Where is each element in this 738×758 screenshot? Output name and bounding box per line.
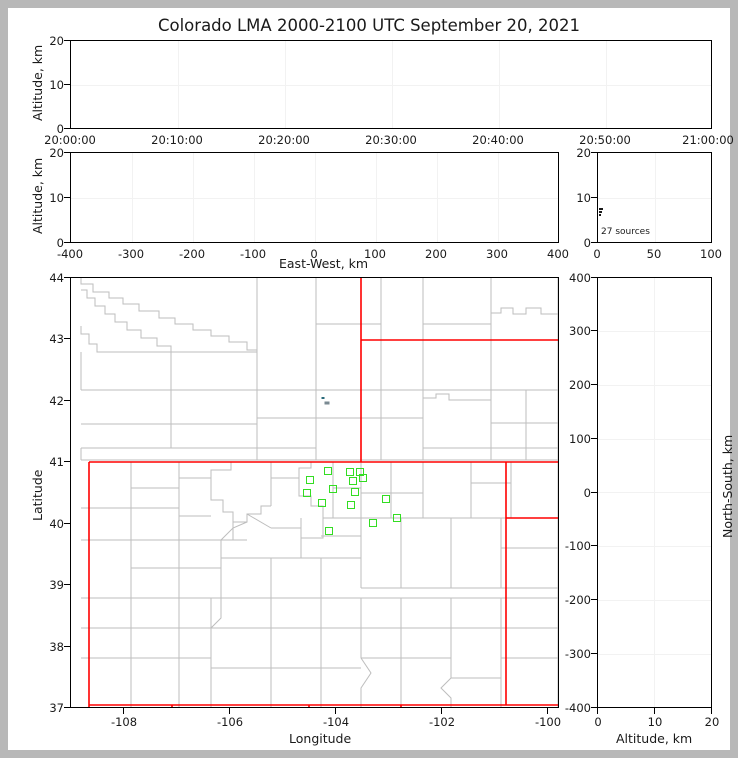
figure-canvas: Colorado LMA 2000-2100 UTC September 20,… — [8, 8, 735, 750]
lma-source-marker — [349, 477, 357, 485]
station-marker-secondary — [321, 397, 325, 399]
tick-p2-y-10: 10 — [49, 191, 64, 205]
tick-p1-x-1: 20:10:00 — [151, 133, 203, 147]
lma-source-marker — [306, 476, 314, 484]
tick-map-x-3: -102 — [428, 715, 456, 729]
tick-p3-y-0: 0 — [583, 236, 591, 250]
tick-map-x-2: -104 — [322, 715, 350, 729]
lma-source-marker — [356, 468, 364, 476]
tick-map-x-0: -108 — [110, 715, 138, 729]
tick-p1-y-20: 20 — [49, 34, 64, 48]
tick-p3-x-1: 50 — [646, 247, 662, 261]
lma-source-marker — [351, 488, 359, 496]
lma-source-marker — [359, 474, 367, 482]
tick-p5-y-100: 100 — [569, 432, 591, 446]
tick-p2-x-7: 300 — [486, 247, 508, 261]
tick-p1-x-5: 20:50:00 — [579, 133, 631, 147]
tick-p5-x-10: 10 — [647, 715, 663, 729]
axis-title-p2-y: Altitude, km — [30, 157, 45, 234]
map-geometry — [80, 278, 558, 707]
tick-p2-y-20: 20 — [49, 146, 64, 160]
tick-map-y-39: 39 — [49, 578, 64, 592]
tick-p2-y-0: 0 — [56, 236, 64, 250]
tick-p5-y-m100: -100 — [564, 539, 591, 553]
east-west-height-panel — [70, 152, 559, 243]
tick-p1-x-6: 21:00:00 — [682, 133, 734, 147]
histogram-bar-2 — [599, 214, 601, 216]
lma-source-marker — [347, 501, 355, 509]
tick-map-y-43: 43 — [49, 332, 64, 346]
lma-source-marker — [324, 467, 332, 475]
tick-map-y-44: 44 — [49, 271, 64, 285]
tick-p3-x-2: 100 — [700, 247, 722, 261]
tick-map-x-4: -100 — [534, 715, 562, 729]
tick-p5-y-m200: -200 — [564, 593, 591, 607]
tick-p3-x-0: 0 — [593, 247, 601, 261]
tick-p1-x-4: 20:40:00 — [472, 133, 524, 147]
tick-map-y-41: 41 — [49, 455, 64, 469]
map-panel — [70, 277, 559, 708]
lma-source-marker — [346, 468, 354, 476]
tick-p5-x-20: 20 — [704, 715, 720, 729]
figure-title: Colorado LMA 2000-2100 UTC September 20,… — [157, 16, 581, 35]
tick-p1-y-0: 0 — [56, 122, 64, 136]
histogram-bar-0 — [599, 208, 603, 210]
tick-map-y-38: 38 — [49, 640, 64, 654]
tick-p2-x-5: 100 — [364, 247, 386, 261]
tick-p2-x-4: 0 — [310, 247, 318, 261]
lma-source-marker — [369, 519, 377, 527]
tick-map-y-40: 40 — [49, 517, 64, 531]
tick-p5-y-m300: -300 — [564, 647, 591, 661]
axis-title-map-y: Latitude — [30, 469, 45, 521]
tick-p1-x-3: 20:30:00 — [365, 133, 417, 147]
tick-p2-x-0: -400 — [56, 247, 84, 261]
tick-map-y-37: 37 — [49, 701, 64, 715]
tick-p5-y-400: 400 — [569, 271, 591, 285]
axis-title-p2-x: East-West, km — [279, 256, 369, 271]
lma-source-marker — [382, 495, 390, 503]
axis-title-map-x: Longitude — [289, 731, 352, 746]
tick-p3-y-10: 10 — [576, 191, 591, 205]
tick-p2-x-2: -200 — [178, 247, 206, 261]
tick-p1-x-0: 20:00:00 — [44, 133, 96, 147]
tick-p5-x-0: 0 — [594, 715, 602, 729]
histogram-bar-1 — [599, 211, 602, 213]
tick-p2-x-1: -300 — [117, 247, 145, 261]
lma-source-marker — [329, 485, 337, 493]
north-south-height-panel — [597, 277, 712, 708]
altitude-histogram-panel — [597, 152, 712, 243]
tick-p5-y-300: 300 — [569, 324, 591, 338]
lma-source-marker — [318, 499, 326, 507]
tick-p2-x-3: -100 — [239, 247, 267, 261]
tick-p2-x-6: 200 — [425, 247, 447, 261]
station-marker — [324, 401, 330, 405]
tick-map-x-1: -106 — [216, 715, 244, 729]
axis-title-p1-y: Altitude, km — [30, 44, 45, 121]
source-count-annotation: 27 sources — [601, 227, 650, 237]
tick-p2-x-8: 400 — [547, 247, 569, 261]
tick-p5-y-m400: -400 — [564, 701, 591, 715]
time-height-panel — [70, 40, 712, 129]
axis-title-p5-x: Altitude, km — [616, 731, 693, 746]
tick-p1-y-10: 10 — [49, 78, 64, 92]
lma-source-marker — [303, 489, 311, 497]
tick-map-y-42: 42 — [49, 394, 64, 408]
lma-source-marker — [393, 514, 401, 522]
tick-p5-y-200: 200 — [569, 378, 591, 392]
tick-p3-y-20: 20 — [576, 146, 591, 160]
lma-source-marker — [325, 527, 333, 535]
tick-p1-x-2: 20:20:00 — [258, 133, 310, 147]
tick-p5-y-0: 0 — [583, 486, 591, 500]
axis-title-p5-y: North-South, km — [720, 434, 735, 538]
